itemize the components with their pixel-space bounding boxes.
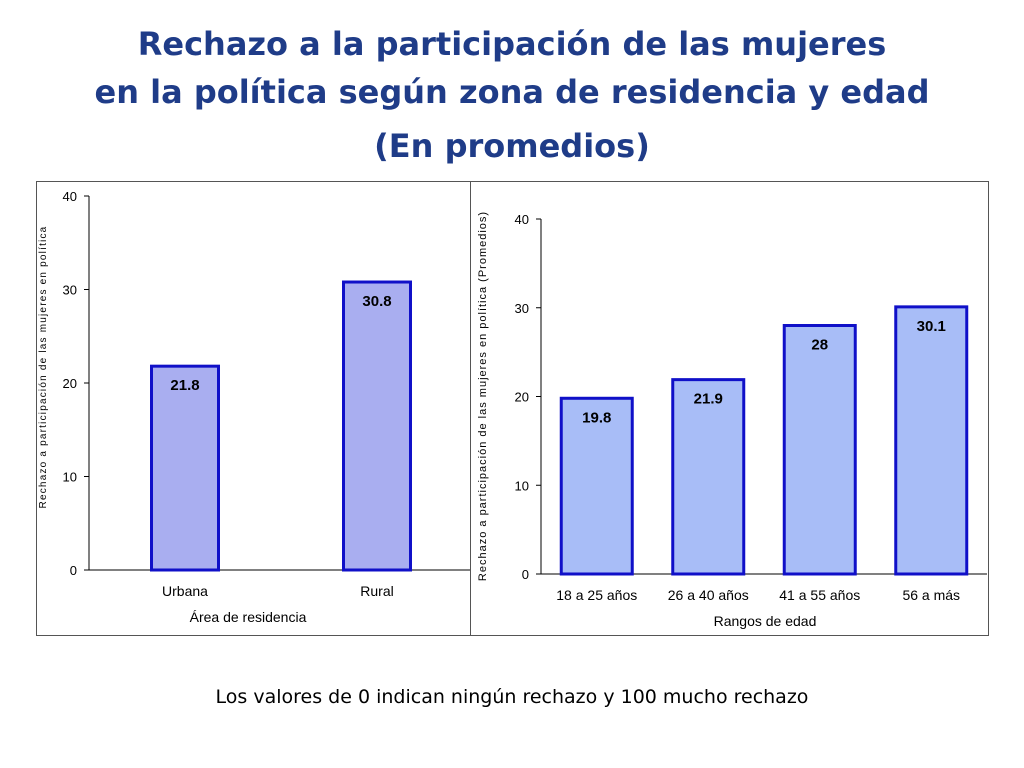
y-tick-label: 10 [63, 470, 77, 485]
y-tick-label: 30 [515, 301, 529, 316]
chart-title-line-2: en la política según zona de residencia … [94, 73, 930, 111]
x-axis-label: Rangos de edad [714, 613, 817, 629]
y-tick-label: 0 [522, 567, 529, 582]
y-tick-label: 40 [515, 212, 529, 227]
bar [342, 280, 412, 572]
bar-value-label: 21.9 [694, 391, 723, 408]
bar [150, 364, 220, 572]
chart-title-line-1: Rechazo a la participación de las mujere… [137, 25, 887, 63]
bar [559, 396, 634, 576]
x-category-label: 41 a 55 años [779, 587, 860, 603]
y-tick-label: 20 [515, 390, 529, 405]
x-category-label: 18 a 25 años [556, 587, 637, 603]
residence-bar-chart: 0 10 20 30 40 Rechazo a participación de las … [38, 189, 473, 625]
bar [894, 305, 969, 576]
bar-value-label: 30.1 [917, 318, 946, 335]
bar-value-label: 28 [811, 337, 828, 354]
y-tick-label: 0 [70, 563, 77, 578]
bar-value-label: 19.8 [582, 409, 611, 426]
bar [671, 378, 746, 576]
bar-value-label: 30.8 [362, 293, 391, 310]
x-category-label: 26 a 40 años [668, 587, 749, 603]
x-category-label: Urbana [162, 583, 208, 599]
chart-subtitle: (En promedios) [374, 127, 650, 165]
footnote: Los valores de 0 indican ningún rechazo … [215, 686, 809, 708]
y-tick-label: 20 [63, 376, 77, 391]
age-bar-chart: 0 10 20 30 40 Rechazo a participación de las … [477, 211, 987, 629]
y-tick-label: 40 [63, 189, 77, 204]
x-category-label: Rural [360, 583, 393, 599]
y-axis-label: Rechazo a participación de las mujeres e… [477, 211, 489, 581]
y-tick-label: 10 [515, 478, 529, 493]
chart-panel-age: 0 10 20 30 40 Rechazo a participación de las … [470, 181, 989, 636]
bar [782, 324, 857, 576]
x-category-label: 56 a más [902, 587, 960, 603]
y-tick-label: 30 [63, 283, 77, 298]
chart-panel-residence: 0 10 20 30 40 Rechazo a participación de las … [36, 181, 473, 636]
y-axis-label: Rechazo a participación de las mujeres e… [38, 226, 49, 509]
bar-value-label: 21.8 [170, 377, 199, 394]
x-axis-label: Área de residencia [190, 609, 307, 625]
